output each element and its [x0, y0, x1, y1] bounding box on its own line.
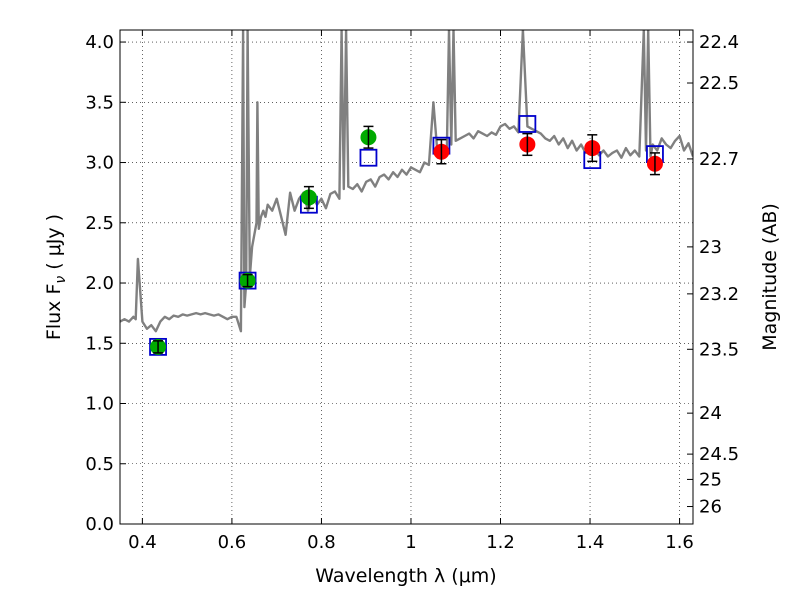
y2-tick-label: 22.5: [699, 73, 739, 94]
x-tick-label: 0.8: [307, 532, 336, 553]
y-tick-label: 0.5: [85, 454, 114, 475]
y2-tick-label: 25: [699, 469, 722, 490]
y2-tick-label: 26: [699, 497, 722, 518]
y2-tick-label: 22.7: [699, 149, 739, 170]
y-axis-label-main: Flux F: [43, 284, 65, 340]
x-tick-label: 1.2: [486, 532, 515, 553]
x-tick-label: 1.4: [576, 532, 605, 553]
y-tick-label: 0.0: [85, 514, 114, 535]
x-axis-label: Wavelength λ (μm): [315, 565, 496, 587]
y2-tick-label: 23: [699, 237, 722, 258]
y2-tick-label: 22.4: [699, 32, 739, 53]
observed-photometry-series: [150, 125, 663, 355]
x-tick-label: 1.6: [665, 532, 694, 553]
y-tick-label: 2.5: [85, 213, 114, 234]
axis-ticks: [120, 30, 693, 525]
plot-frame: [119, 29, 694, 525]
y2-tick-label: 23.2: [699, 284, 739, 305]
model-square-point: [518, 115, 537, 133]
plot-background: [120, 30, 693, 524]
model-square-point: [359, 148, 378, 167]
plot-area: [120, 30, 693, 356]
y-axis-label: Flux Fν ( μJy ): [43, 214, 69, 340]
y-tick-label: 2.0: [85, 273, 114, 294]
y-tick-label: 3.5: [85, 92, 114, 113]
y-tick-label: 3.0: [85, 153, 114, 174]
y2-tick-label: 24: [699, 403, 722, 424]
y2-tick-label: 24.5: [699, 444, 739, 465]
y2-axis-label: Magnitude (AB): [759, 203, 781, 351]
y2-tick-label: 23.5: [699, 339, 739, 360]
x-tick-label: 0.4: [128, 532, 157, 553]
y-axis-label-sub: ν: [53, 276, 69, 284]
y-tick-label: 1.0: [85, 394, 114, 415]
y-tick-label: 1.5: [85, 333, 114, 354]
tick-labels: 0.4 0.6 0.8 1 1.2 1.4 1.6 0.0 0.5 1.0 1.5 2.0 2.5 3.0…: [85, 32, 739, 553]
y-tick-label: 4.0: [85, 32, 114, 53]
x-tick-label: 1: [405, 532, 416, 553]
x-tick-label: 0.6: [218, 532, 247, 553]
y-axis-label-units: ( μJy ): [43, 214, 65, 276]
